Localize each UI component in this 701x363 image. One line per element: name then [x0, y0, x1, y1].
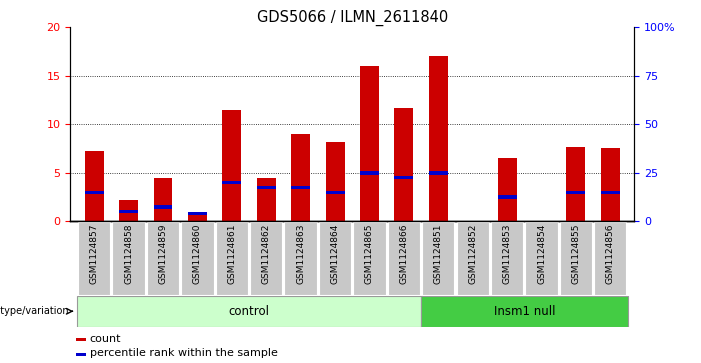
Text: GSM1124859: GSM1124859	[158, 224, 168, 284]
FancyBboxPatch shape	[285, 222, 317, 295]
Text: genotype/variation: genotype/variation	[0, 306, 69, 316]
Bar	[291, 186, 310, 189]
Text: Insm1 null: Insm1 null	[494, 305, 555, 318]
FancyBboxPatch shape	[353, 222, 386, 295]
FancyBboxPatch shape	[491, 222, 523, 295]
Bar	[601, 191, 620, 194]
Bar	[76, 353, 86, 356]
Bar	[188, 212, 207, 215]
FancyBboxPatch shape	[319, 222, 351, 295]
FancyBboxPatch shape	[182, 222, 214, 295]
FancyBboxPatch shape	[594, 222, 627, 295]
Bar	[77, 296, 421, 327]
Bar	[154, 178, 172, 221]
Bar	[601, 148, 620, 221]
Bar	[566, 147, 585, 221]
Bar	[76, 338, 86, 341]
Text: GSM1124851: GSM1124851	[434, 224, 443, 284]
Text: GSM1124864: GSM1124864	[331, 224, 339, 284]
Bar	[566, 191, 585, 194]
Text: percentile rank within the sample: percentile rank within the sample	[90, 348, 278, 359]
Bar	[395, 176, 414, 179]
Text: GSM1124853: GSM1124853	[503, 224, 512, 284]
Bar	[291, 134, 310, 221]
Text: GSM1124854: GSM1124854	[537, 224, 546, 284]
Bar	[257, 186, 275, 189]
FancyBboxPatch shape	[388, 222, 420, 295]
Text: GSM1124862: GSM1124862	[261, 224, 271, 284]
Text: count: count	[90, 334, 121, 344]
FancyBboxPatch shape	[456, 222, 489, 295]
FancyBboxPatch shape	[147, 222, 179, 295]
Bar	[119, 210, 138, 213]
Title: GDS5066 / ILMN_2611840: GDS5066 / ILMN_2611840	[257, 10, 448, 26]
Bar	[429, 56, 448, 221]
Bar	[429, 171, 448, 175]
Text: control: control	[229, 305, 269, 318]
FancyBboxPatch shape	[78, 222, 110, 295]
Text: GSM1124852: GSM1124852	[468, 224, 477, 284]
Text: GSM1124858: GSM1124858	[124, 224, 133, 284]
Bar	[325, 191, 344, 194]
FancyBboxPatch shape	[559, 222, 592, 295]
Bar	[188, 212, 207, 221]
Text: GSM1124860: GSM1124860	[193, 224, 202, 284]
Bar	[395, 108, 414, 221]
Bar	[85, 151, 104, 221]
Text: GSM1124866: GSM1124866	[400, 224, 409, 284]
Text: GSM1124863: GSM1124863	[296, 224, 305, 284]
FancyBboxPatch shape	[216, 222, 248, 295]
Bar	[498, 158, 517, 221]
Text: GSM1124855: GSM1124855	[571, 224, 580, 284]
Bar	[325, 142, 344, 221]
Text: GSM1124857: GSM1124857	[90, 224, 99, 284]
Bar	[119, 200, 138, 221]
Bar	[222, 110, 241, 221]
Bar	[257, 178, 275, 221]
FancyBboxPatch shape	[250, 222, 283, 295]
Bar	[154, 205, 172, 209]
Bar	[222, 181, 241, 184]
Bar	[85, 191, 104, 194]
Bar	[498, 195, 517, 199]
Text: GSM1124861: GSM1124861	[227, 224, 236, 284]
Text: GSM1124865: GSM1124865	[365, 224, 374, 284]
Bar	[421, 296, 627, 327]
FancyBboxPatch shape	[422, 222, 454, 295]
FancyBboxPatch shape	[525, 222, 558, 295]
FancyBboxPatch shape	[112, 222, 145, 295]
Bar	[360, 171, 379, 175]
Bar	[360, 66, 379, 221]
Text: GSM1124856: GSM1124856	[606, 224, 615, 284]
